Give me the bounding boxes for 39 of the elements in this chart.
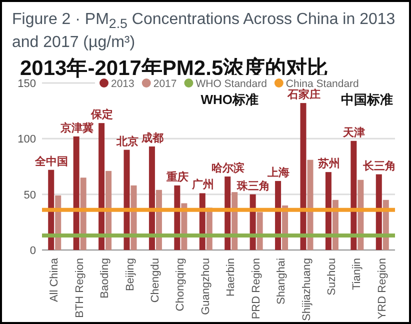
x-tick-label: Suzhou [326,258,338,296]
annotation: 中国标准 [341,92,393,107]
y-tick-label: 100 [18,134,36,146]
annotation: 京津冀 [59,121,94,134]
x-tick-label: Beijing [124,258,136,292]
x-tick-label: YRD Region [376,258,388,320]
annotation: 全中国 [34,154,68,168]
annotation: 广州 [190,178,214,192]
x-tick-label: Shanghai [276,258,288,304]
y-tick-label: 150 [18,78,36,90]
annotation: WHO标准 [200,92,258,107]
legend-label: China Standard [286,78,360,90]
x-tick-label: Guangzhou [200,258,212,315]
annotation: 苏州 [316,157,340,170]
x-tick-label: Haerbin [225,258,238,297]
chart-title: Figure 2 · PM$_{2.5}$ Concentrations Across China in 2013 and 2017 (µg/m³) [12,10,396,52]
annotation: 珠三角 [236,179,270,192]
annotation: 石家庄 [286,88,320,102]
y-tick-label: 50 [24,189,36,202]
legend-label: 2013 [111,78,135,90]
x-tick-label: Baoding [99,258,112,298]
legend-label: WHO Standard [196,78,268,90]
annotation: 天津 [342,126,366,139]
x-tick-label: Chongqing [174,258,187,312]
annotation: 成都 [140,131,164,144]
y-tick-label: 0 [30,245,36,257]
x-tick-label: Shijiazhuang [300,258,313,321]
x-tick-label: PRD Region [250,258,262,320]
x-tick-label: Chengdu [149,258,162,303]
annotation: 北京 [115,134,138,148]
x-tick-label: BTH Region [74,258,86,318]
annotation: 重庆 [166,170,189,184]
x-tick-label: All China [48,257,61,302]
x-tick-label: Tianjin [351,258,364,290]
annotation: 长三角 [362,159,396,172]
annotation: 哈尔滨 [212,162,245,175]
annotation: 保定 [90,108,114,122]
legend-label: 2017 [153,78,177,90]
annotation: 上海 [266,166,290,179]
